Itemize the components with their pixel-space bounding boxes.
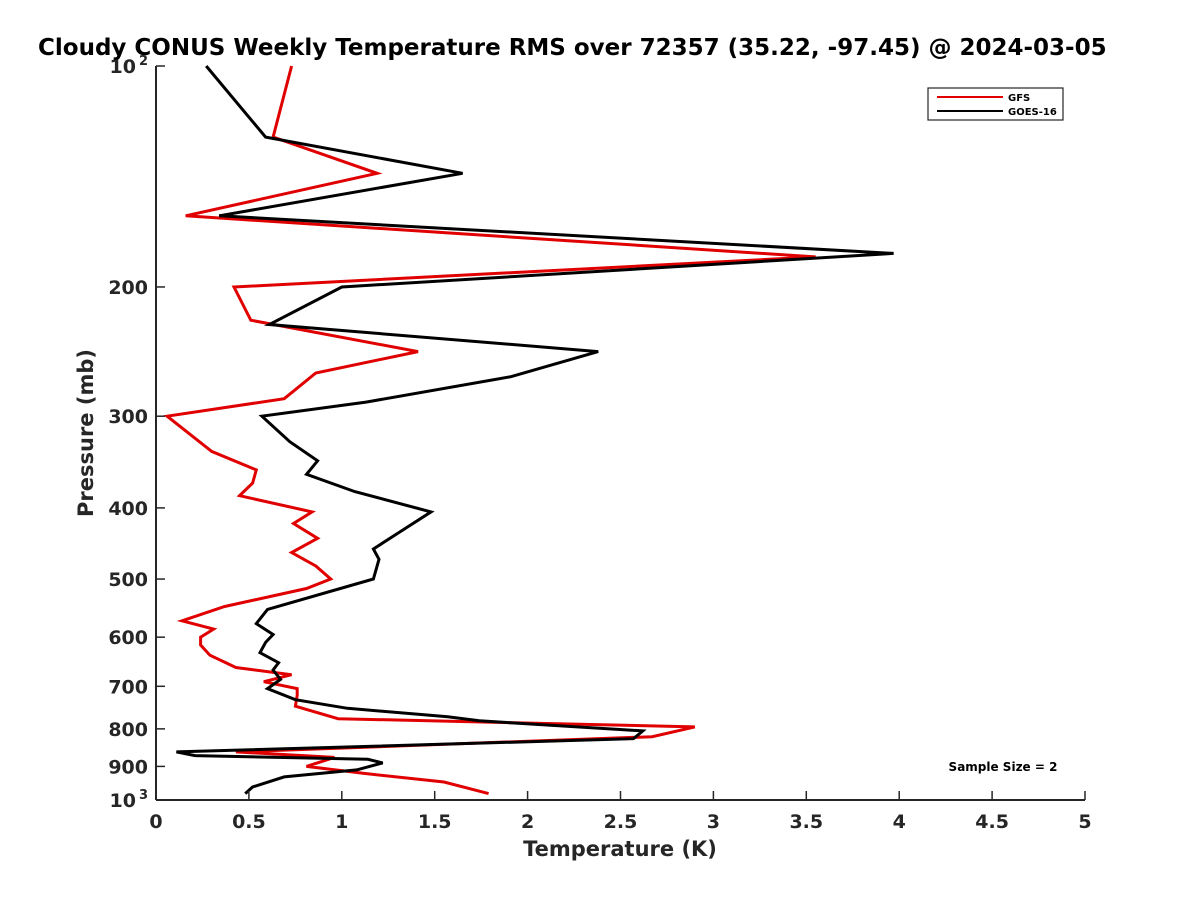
x-tick-label: 2.5 [604, 811, 638, 833]
x-tick-label: 4 [893, 811, 906, 833]
y-tick-label: 700 [108, 676, 148, 698]
x-tick-label: 0.5 [232, 811, 266, 833]
legend: GFS GOES-16 [927, 87, 1064, 121]
y-tick-label: 300 [108, 406, 148, 428]
y-tick-label: 10 [110, 56, 136, 78]
y-tick-label: 600 [108, 627, 148, 649]
x-tick-label: 0 [149, 811, 162, 833]
legend-label-gfs: GFS [1008, 93, 1030, 104]
x-tick-label: 3 [707, 811, 720, 833]
plot-lines [163, 65, 894, 796]
series-line-goes16 [176, 65, 894, 795]
y-tick-exponent: 2 [139, 54, 148, 69]
x-tick-label: 4.5 [975, 811, 1009, 833]
x-tick-label: 2 [521, 811, 534, 833]
sample-size-annotation: Sample Size = 2 [949, 760, 1058, 774]
legend-box [927, 87, 1064, 121]
x-tick-label: 1.5 [418, 811, 452, 833]
x-tick-label: 5 [1078, 811, 1091, 833]
legend-label-goes16: GOES-16 [1008, 107, 1057, 118]
y-tick-label: 800 [108, 719, 148, 741]
chart-title: Cloudy CONUS Weekly Temperature RMS over… [38, 35, 1107, 61]
y-tick-exponent: 3 [139, 788, 148, 803]
series-line-gfs [163, 65, 816, 796]
x-axis-label: Temperature (K) [523, 837, 717, 861]
y-tick-label: 500 [108, 569, 148, 591]
x-tick-label: 3.5 [789, 811, 823, 833]
y-tick-label: 10 [110, 790, 136, 812]
y-tick-label: 400 [108, 498, 148, 520]
x-axis-ticks: 0 0.5 1 1.5 2 2.5 3 3.5 4 4.5 5 [149, 791, 1092, 833]
y-tick-label: 900 [108, 756, 148, 778]
y-axis-label: Pressure (mb) [74, 349, 98, 517]
y-tick-label: 200 [108, 277, 148, 299]
x-tick-label: 1 [335, 811, 348, 833]
plot-area [156, 66, 1085, 800]
